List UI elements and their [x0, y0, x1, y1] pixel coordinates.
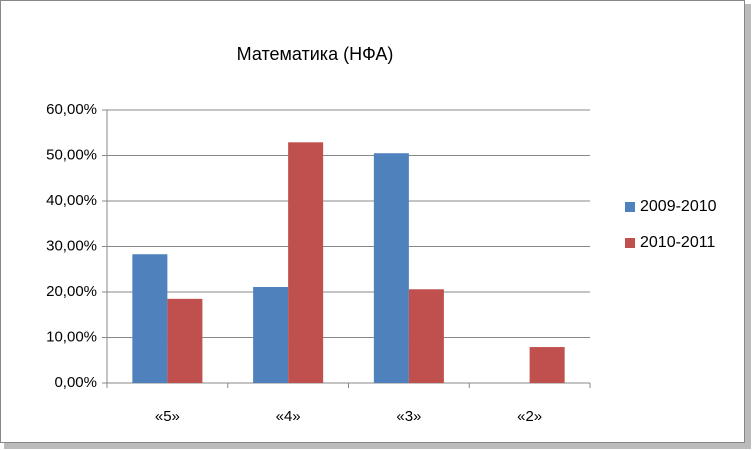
bar	[253, 286, 289, 383]
frame	[0, 0, 745, 443]
bar	[373, 153, 409, 383]
y-tick-label: 20,00%	[46, 283, 97, 300]
x-tick-label: «3»	[396, 408, 421, 425]
x-tick-label: «2»	[517, 408, 542, 425]
bar	[529, 347, 565, 383]
bar	[132, 254, 168, 383]
bar	[408, 289, 444, 383]
legend-swatch	[625, 238, 635, 248]
y-tick-label: 10,00%	[46, 328, 97, 345]
bar	[167, 298, 203, 383]
legend-label: 2010-2011	[640, 234, 715, 251]
chart-title: Математика (НФА)	[237, 44, 394, 64]
legend-label: 2009-2010	[640, 198, 717, 215]
y-tick-label: 60,00%	[46, 101, 97, 118]
y-tick-label: 0,00%	[54, 374, 97, 391]
y-tick-label: 30,00%	[46, 237, 97, 254]
bar	[288, 142, 324, 383]
legend-swatch	[625, 202, 635, 212]
x-tick-label: «4»	[276, 408, 301, 425]
y-tick-label: 50,00%	[46, 146, 97, 163]
y-tick-label: 40,00%	[46, 192, 97, 209]
x-tick-label: «5»	[155, 408, 180, 425]
